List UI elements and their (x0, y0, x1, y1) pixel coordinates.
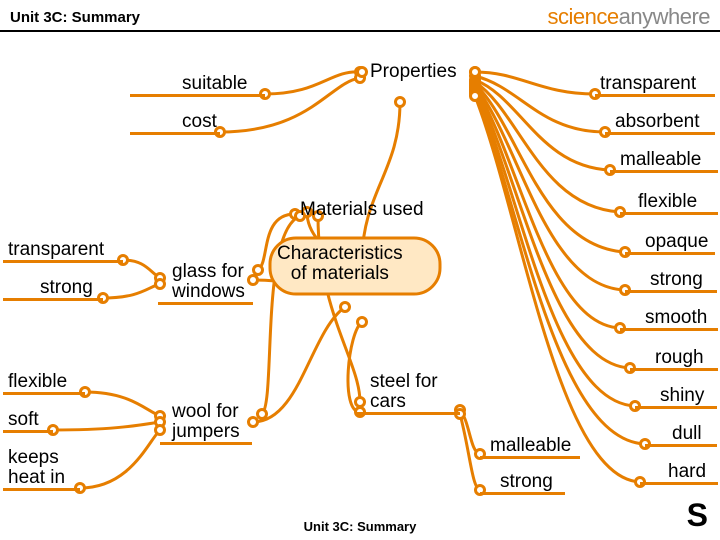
underline (3, 488, 80, 491)
underline (605, 132, 715, 135)
label-smooth: smooth (645, 308, 707, 328)
label-wool: wool for jumpers (172, 402, 240, 442)
label-opaque: opaque (645, 232, 708, 252)
footer-text: Unit 3C: Summary (304, 519, 417, 534)
label-hard: hard (668, 462, 706, 482)
underline (640, 482, 718, 485)
underline (3, 392, 85, 395)
label-flexible-l: flexible (8, 372, 67, 392)
underline (480, 492, 565, 495)
logo: scienceanywhere (548, 4, 710, 30)
underline (3, 260, 123, 263)
underline (160, 442, 252, 445)
label-transparent-r: transparent (600, 74, 696, 94)
logo-part2: anywhere (619, 4, 710, 29)
header-title: Unit 3C: Summary (10, 9, 140, 26)
hub-properties: Properties (370, 62, 457, 82)
underline (355, 412, 460, 415)
label-strong-r: strong (650, 270, 703, 290)
label-keeps: keeps heat in (8, 448, 65, 488)
label-transparent-l: transparent (8, 240, 104, 260)
label-glass: glass for windows (172, 262, 245, 302)
label-shiny: shiny (660, 386, 704, 406)
label-absorbent: absorbent (615, 112, 700, 132)
underline (130, 132, 220, 135)
underline (595, 94, 715, 97)
underline (620, 212, 718, 215)
hub-materials: Materials used (300, 200, 424, 220)
label-rough: rough (655, 348, 704, 368)
underline (620, 328, 718, 331)
underline (130, 94, 265, 97)
underline (480, 456, 580, 459)
underline (625, 252, 715, 255)
label-steel: steel for cars (370, 372, 438, 412)
label-malleable-b: malleable (490, 436, 571, 456)
underline (3, 298, 103, 301)
center-node-label: Characteristics of materials (277, 244, 403, 284)
label-suitable: suitable (182, 74, 248, 94)
underline (158, 302, 253, 305)
label-flexible-r: flexible (638, 192, 697, 212)
underline (3, 430, 53, 433)
label-cost: cost (182, 112, 217, 132)
label-soft: soft (8, 410, 39, 430)
corner-letter: S (687, 497, 708, 534)
underline (610, 170, 718, 173)
logo-part1: science (548, 4, 619, 29)
label-strong-b: strong (500, 472, 553, 492)
diagram-canvas (0, 32, 720, 540)
underline (630, 368, 718, 371)
label-strong-l: strong (40, 278, 93, 298)
label-dull: dull (672, 424, 702, 444)
underline (625, 290, 717, 293)
label-malleable-r: malleable (620, 150, 701, 170)
header: Unit 3C: Summary scienceanywhere (0, 0, 720, 32)
underline (645, 444, 717, 447)
underline (635, 406, 717, 409)
